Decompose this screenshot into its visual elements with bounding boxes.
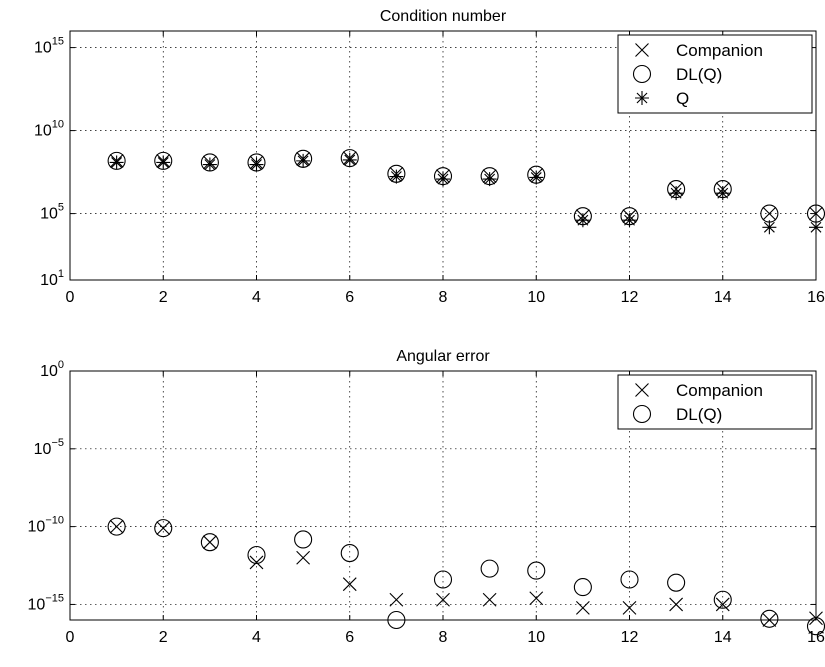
y-tick-label: 101	[40, 268, 64, 289]
data-point	[436, 592, 450, 607]
x-tick-label: 10	[527, 289, 545, 306]
data-point	[667, 573, 686, 592]
data-point	[249, 555, 264, 570]
x-tick-label: 8	[439, 289, 448, 306]
x-tick-label: 14	[714, 289, 732, 306]
data-point	[156, 521, 171, 536]
data-point	[762, 206, 777, 221]
data-point	[669, 186, 684, 201]
data-point	[760, 609, 779, 628]
data-point	[762, 220, 777, 235]
chart-title: Condition number	[380, 8, 507, 25]
y-tick-label: 100	[40, 359, 64, 380]
legend-label: Companion	[676, 381, 763, 400]
x-tick-label: 8	[439, 629, 448, 646]
data-point	[387, 610, 406, 630]
data-point	[482, 592, 497, 607]
y-tick-label: 10−5	[34, 437, 64, 458]
x-tick-label: 6	[345, 289, 354, 306]
legend-marker	[632, 404, 652, 424]
x-tick-label: 16	[807, 289, 825, 306]
data-point	[109, 519, 124, 534]
legend: Companion DL(Q) Q	[617, 34, 813, 114]
data-point	[109, 155, 124, 170]
y-tick-label: 1015	[34, 36, 64, 57]
data-point	[575, 601, 590, 615]
legend-label: DL(Q)	[676, 65, 722, 84]
data-point	[527, 561, 546, 580]
x-tick-label: 0	[66, 289, 75, 306]
data-point	[715, 597, 730, 612]
data-point	[342, 577, 357, 592]
chart-title: Angular error	[396, 348, 490, 365]
data-point	[202, 157, 217, 172]
data-point	[809, 206, 823, 221]
data-point	[296, 153, 311, 168]
series-3	[109, 152, 823, 235]
y-tick-label: 1010	[34, 119, 64, 140]
data-point	[247, 545, 266, 565]
legend-label: Companion	[676, 41, 763, 60]
legend-marker	[635, 91, 649, 105]
data-point	[622, 601, 637, 615]
y-tick-label: 10−15	[28, 592, 64, 613]
data-point	[482, 172, 497, 187]
x-tick-label: 0	[66, 629, 75, 646]
data-point	[202, 535, 217, 550]
x-tick-label: 2	[159, 289, 168, 306]
legend-label: DL(Q)	[676, 405, 722, 424]
y-tick-label: 105	[40, 202, 64, 223]
x-tick-label: 4	[252, 289, 261, 306]
data-point	[294, 530, 313, 549]
data-point	[156, 155, 171, 170]
data-point	[762, 613, 777, 627]
data-point	[433, 570, 453, 589]
x-tick-label: 6	[345, 629, 354, 646]
series-1	[109, 519, 823, 627]
x-tick-label: 4	[252, 629, 261, 646]
y-tick-label: 10−10	[28, 515, 64, 536]
data-point	[107, 517, 126, 536]
legend-marker	[632, 64, 652, 84]
legend-marker	[635, 43, 649, 57]
data-point	[389, 592, 404, 607]
series-1	[109, 151, 823, 224]
series-2	[107, 517, 825, 636]
legend-label: Q	[676, 89, 689, 108]
data-point	[622, 213, 637, 228]
data-point	[713, 590, 732, 609]
data-point	[620, 570, 639, 589]
data-point	[389, 169, 404, 184]
data-point	[200, 533, 219, 552]
legend-marker	[635, 383, 649, 397]
data-point	[669, 597, 684, 612]
data-point	[249, 157, 264, 172]
data-point	[436, 172, 450, 187]
data-point	[573, 578, 592, 597]
x-tick-label: 10	[527, 629, 545, 646]
data-point	[809, 220, 823, 235]
data-point	[480, 559, 499, 578]
data-point	[575, 213, 590, 228]
x-tick-label: 12	[621, 629, 639, 646]
x-tick-label: 12	[621, 289, 639, 306]
x-tick-label: 2	[159, 629, 168, 646]
data-point	[154, 519, 173, 538]
data-point	[342, 152, 357, 167]
legend: Companion DL(Q)	[617, 374, 813, 430]
data-point	[529, 591, 544, 606]
data-point	[529, 170, 544, 185]
data-point	[715, 186, 730, 201]
data-point	[340, 544, 359, 563]
legend-box	[617, 374, 813, 430]
chart-1: Condition number 0 2 4 6 8 10 12 14 16 101 105 1010 1…	[34, 8, 825, 306]
x-tick-label: 14	[714, 629, 732, 646]
data-point	[296, 550, 311, 565]
